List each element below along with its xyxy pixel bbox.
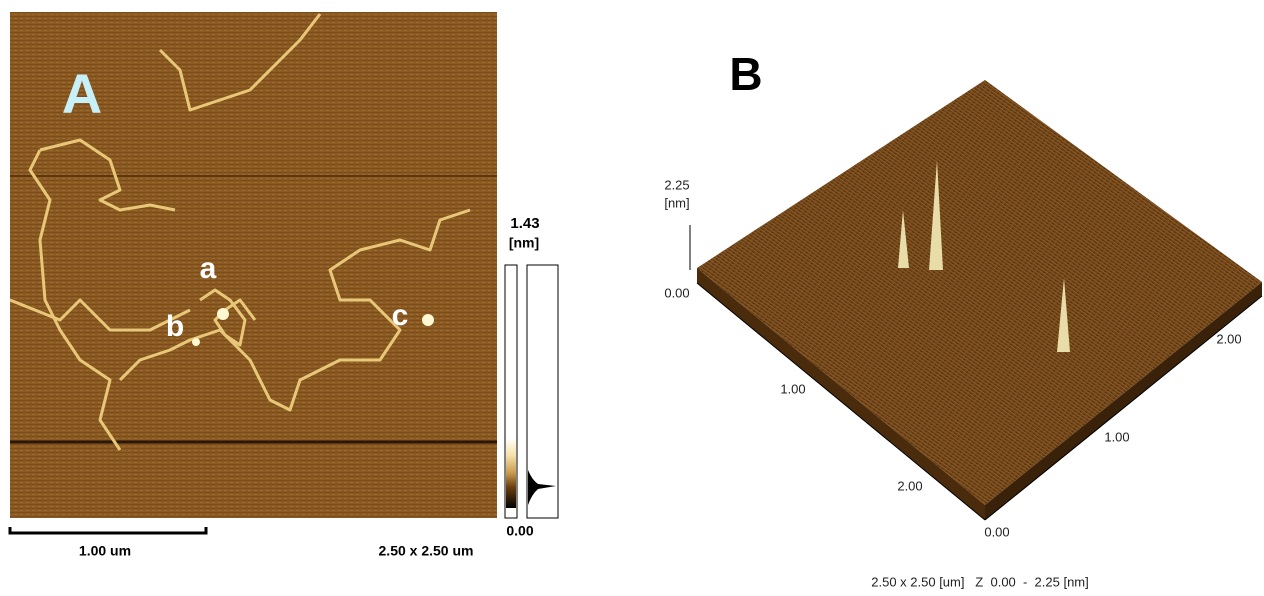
z-max: 2.25 [664,177,689,192]
caption: 2.50 x 2.50 [um] Z 0.00 - 2.25 [nm] [871,574,1089,589]
annotation: c [392,299,409,332]
z-unit: [nm] [664,195,689,210]
surface [697,80,1262,505]
annotation: b [166,310,184,343]
origin-label: 0.00 [984,524,1009,539]
scan-size: 2.50 x 2.50 um [379,543,474,559]
figure: A a b c 1.43 [nm] 0.00 1.00 um 2.50 x 2.… [0,0,1264,596]
scale-bar-label: 1.00 um [79,543,131,559]
z-min: 0.00 [664,285,689,300]
particle [217,308,229,320]
colorbar [506,438,516,508]
panel-label: A [62,62,102,125]
x-tick-label: 2.00 [897,478,922,493]
colorbar-min: 0.00 [506,523,533,539]
x-tick-label: 1.00 [780,381,805,396]
annotation: a [200,252,217,285]
panel-b: B 2.25 [nm] 0.00 1.00 2.00 0.00 1.00 2.0… [664,48,1262,589]
particle [422,314,434,326]
scale-bar [10,527,206,533]
panel-a: A a b c 1.43 [nm] 0.00 1.00 um 2.50 x 2.… [10,12,558,559]
colorbar-max: 1.43 [510,215,539,232]
particle [192,338,200,346]
colorbar-unit: [nm] [509,235,539,251]
panel-label: B [729,48,762,100]
y-tick-label: 2.00 [1216,331,1241,346]
y-tick-label: 1.00 [1104,429,1129,444]
